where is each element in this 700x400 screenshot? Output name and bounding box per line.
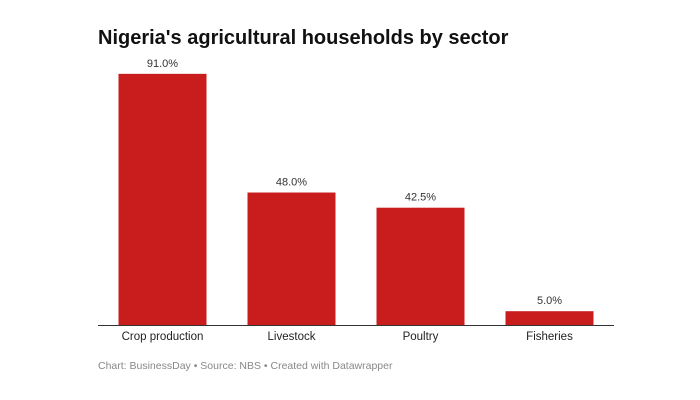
chart-footer: Chart: BusinessDay • Source: NBS • Creat…	[98, 360, 393, 372]
bar	[247, 192, 336, 325]
category-label: Poultry	[403, 331, 439, 343]
bar	[505, 311, 594, 325]
bar	[118, 73, 207, 325]
category-label: Crop production	[122, 331, 204, 343]
category-label: Fisheries	[526, 331, 573, 343]
value-label: 42.5%	[405, 192, 436, 204]
value-label: 5.0%	[537, 295, 562, 307]
value-label: 48.0%	[276, 177, 307, 189]
category-label: Livestock	[268, 331, 316, 343]
bar	[376, 207, 465, 325]
value-label: 91.0%	[147, 58, 178, 70]
chart-title: Nigeria's agricultural households by sec…	[98, 27, 509, 49]
